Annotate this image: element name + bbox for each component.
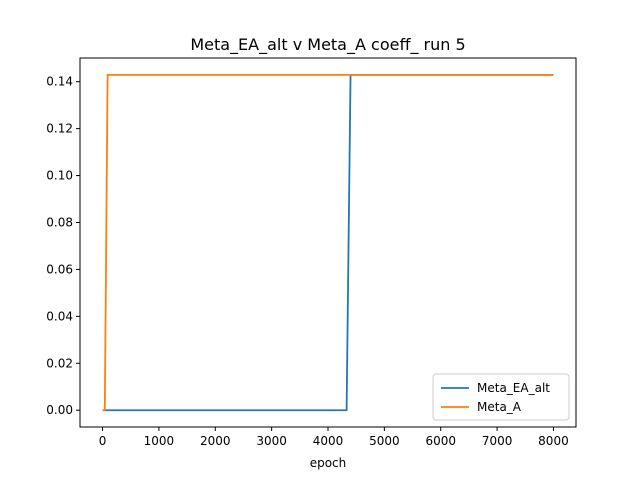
- y-tick-label: 0.10: [46, 169, 73, 183]
- y-tick-label: 0.08: [46, 215, 73, 229]
- legend-label: Meta_EA_alt: [477, 381, 550, 395]
- x-tick-label: 3000: [256, 434, 287, 448]
- x-tick-label: 1000: [144, 434, 175, 448]
- y-tick-label: 0.06: [46, 262, 73, 276]
- x-tick-label: 6000: [425, 434, 456, 448]
- x-tick-label: 4000: [313, 434, 344, 448]
- x-tick-label: 7000: [482, 434, 513, 448]
- x-tick-label: 0: [99, 434, 107, 448]
- x-axis-label: epoch: [310, 456, 347, 470]
- legend: Meta_EA_alt Meta_A: [432, 373, 570, 421]
- y-tick-label: 0.12: [46, 122, 73, 136]
- plot-frame: [79, 57, 577, 428]
- y-tick-label: 0.14: [46, 75, 73, 89]
- legend-box: [432, 373, 570, 421]
- x-tick-label: 5000: [369, 434, 400, 448]
- series-line-meta-ea-alt: [102, 74, 554, 412]
- plot-series: [102, 74, 554, 412]
- legend-label: Meta_A: [477, 400, 522, 414]
- y-tick-label: 0.00: [46, 403, 73, 417]
- chart-title: Meta_EA_alt v Meta_A coeff_ run 5: [190, 35, 465, 55]
- y-axis: 0.00 0.02 0.04 0.06 0.08 0.10 0.12 0.14: [46, 75, 80, 417]
- x-axis: 0 1000 2000 3000 4000 5000 6000 7000 8000: [99, 427, 569, 448]
- y-tick-label: 0.02: [46, 356, 73, 370]
- x-tick-label: 8000: [538, 434, 569, 448]
- x-tick-label: 2000: [200, 434, 231, 448]
- series-line-meta-a: [102, 74, 554, 412]
- y-tick-label: 0.04: [46, 309, 73, 323]
